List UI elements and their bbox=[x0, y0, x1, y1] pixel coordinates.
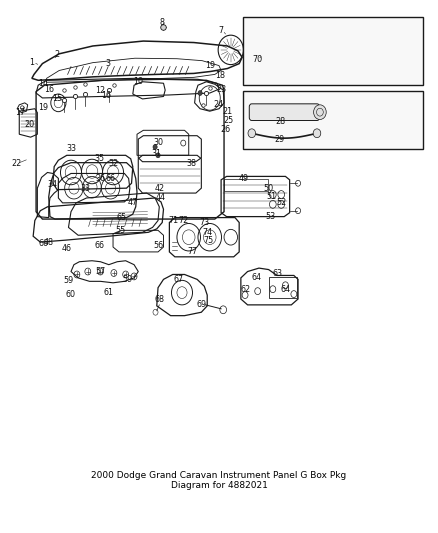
Text: 68: 68 bbox=[154, 295, 164, 304]
Text: 65: 65 bbox=[117, 213, 127, 222]
Text: 12: 12 bbox=[95, 86, 106, 94]
Text: 35: 35 bbox=[94, 154, 104, 163]
Text: 23: 23 bbox=[216, 85, 226, 94]
Text: 73: 73 bbox=[199, 218, 209, 227]
Text: 10: 10 bbox=[133, 77, 143, 86]
Text: 7: 7 bbox=[219, 26, 224, 35]
Text: 57: 57 bbox=[95, 267, 106, 276]
Bar bbox=[224, 179, 268, 191]
Text: 20: 20 bbox=[24, 120, 34, 129]
Text: 16: 16 bbox=[44, 85, 54, 94]
Text: 69: 69 bbox=[196, 301, 206, 309]
Text: 30: 30 bbox=[153, 138, 163, 147]
Circle shape bbox=[314, 105, 326, 119]
Text: 47: 47 bbox=[128, 198, 138, 207]
Text: 51: 51 bbox=[266, 191, 277, 200]
Text: 1: 1 bbox=[29, 58, 35, 67]
Circle shape bbox=[156, 153, 160, 158]
Text: 31: 31 bbox=[152, 149, 162, 158]
Text: 46: 46 bbox=[62, 244, 72, 253]
Text: 42: 42 bbox=[154, 184, 164, 192]
Text: 8: 8 bbox=[160, 19, 165, 27]
Circle shape bbox=[198, 91, 202, 95]
Text: 32: 32 bbox=[108, 159, 118, 168]
Text: 38: 38 bbox=[187, 159, 197, 168]
Text: 53: 53 bbox=[265, 212, 276, 221]
Text: 64: 64 bbox=[251, 273, 261, 282]
Circle shape bbox=[313, 129, 321, 138]
Text: 33: 33 bbox=[66, 144, 76, 154]
Text: 29: 29 bbox=[275, 135, 285, 143]
Text: 60: 60 bbox=[66, 289, 76, 298]
Text: 75: 75 bbox=[203, 236, 214, 245]
Text: 24: 24 bbox=[213, 100, 223, 109]
Text: 52: 52 bbox=[276, 198, 286, 207]
Text: 36: 36 bbox=[95, 174, 106, 183]
Text: 22: 22 bbox=[11, 159, 21, 168]
Bar bbox=[244, 17, 424, 85]
Text: 33: 33 bbox=[80, 184, 90, 192]
Text: 17: 17 bbox=[15, 108, 25, 117]
Bar bbox=[269, 277, 297, 297]
Text: 2: 2 bbox=[55, 50, 60, 59]
Text: 62: 62 bbox=[240, 285, 250, 294]
Text: 64: 64 bbox=[280, 285, 290, 294]
Text: 72: 72 bbox=[178, 216, 188, 225]
Text: 18: 18 bbox=[215, 71, 225, 80]
FancyBboxPatch shape bbox=[249, 104, 319, 120]
Text: 2000 Dodge Grand Caravan Instrument Panel G Box Pkg
Diagram for 4882021: 2000 Dodge Grand Caravan Instrument Pane… bbox=[92, 471, 346, 490]
Text: 55: 55 bbox=[115, 226, 125, 235]
Text: 74: 74 bbox=[202, 228, 212, 237]
Text: 70: 70 bbox=[253, 55, 263, 64]
Text: 34: 34 bbox=[48, 180, 58, 189]
Text: 71: 71 bbox=[169, 216, 179, 225]
Text: 59: 59 bbox=[122, 275, 132, 284]
Text: 77: 77 bbox=[188, 247, 198, 256]
Text: 67: 67 bbox=[174, 275, 184, 284]
Text: 66: 66 bbox=[38, 239, 48, 248]
Circle shape bbox=[248, 129, 256, 138]
Text: 26: 26 bbox=[220, 125, 230, 134]
Text: 59: 59 bbox=[64, 276, 74, 285]
Text: 48: 48 bbox=[44, 238, 54, 247]
Text: 16: 16 bbox=[101, 92, 111, 101]
Bar bbox=[244, 91, 424, 149]
Text: 19: 19 bbox=[205, 61, 215, 70]
Text: 3: 3 bbox=[105, 59, 110, 68]
Text: 50: 50 bbox=[264, 184, 274, 192]
Text: 44: 44 bbox=[156, 193, 166, 203]
Text: 21: 21 bbox=[223, 107, 233, 116]
Text: 63: 63 bbox=[272, 269, 282, 278]
Text: 61: 61 bbox=[104, 288, 114, 297]
Circle shape bbox=[153, 144, 157, 149]
Text: 66: 66 bbox=[94, 240, 104, 249]
Text: 66: 66 bbox=[106, 174, 116, 183]
Text: 49: 49 bbox=[238, 174, 248, 183]
Text: 28: 28 bbox=[275, 117, 285, 126]
Text: 14: 14 bbox=[38, 79, 48, 88]
Text: 56: 56 bbox=[153, 240, 163, 249]
Text: 15: 15 bbox=[52, 94, 62, 103]
Text: 19: 19 bbox=[38, 103, 48, 112]
Text: 25: 25 bbox=[223, 116, 233, 125]
